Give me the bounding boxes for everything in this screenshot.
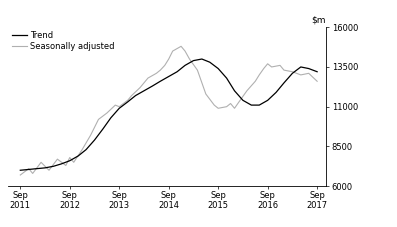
- Trend: [281, 81, 286, 84]
- Seasonally adjusted: [46, 169, 51, 172]
- Seasonally adjusted: [232, 107, 237, 110]
- Text: $m: $m: [311, 15, 326, 24]
- Trend: [59, 163, 64, 165]
- Seasonally adjusted: [203, 93, 208, 95]
- Seasonally adjusted: [80, 148, 85, 151]
- Trend: [158, 80, 163, 83]
- Trend: [166, 75, 171, 78]
- Seasonally adjusted: [237, 101, 241, 103]
- Trend: [117, 107, 121, 110]
- Trend: [76, 155, 81, 157]
- Seasonally adjusted: [104, 112, 109, 114]
- Trend: [232, 89, 237, 92]
- Seasonally adjusted: [30, 172, 35, 175]
- Legend: Trend, Seasonally adjusted: Trend, Seasonally adjusted: [12, 31, 115, 51]
- Seasonally adjusted: [117, 105, 121, 108]
- Seasonally adjusted: [18, 174, 23, 176]
- Seasonally adjusted: [158, 69, 163, 72]
- Seasonally adjusted: [162, 64, 167, 67]
- Seasonally adjusted: [216, 107, 221, 110]
- Trend: [241, 99, 245, 102]
- Seasonally adjusted: [39, 161, 43, 164]
- Trend: [125, 101, 130, 103]
- Seasonally adjusted: [170, 50, 175, 52]
- Seasonally adjusted: [315, 80, 320, 83]
- Trend: [306, 67, 311, 70]
- Seasonally adjusted: [26, 167, 31, 170]
- Seasonally adjusted: [55, 158, 60, 160]
- Seasonally adjusted: [224, 105, 229, 108]
- Trend: [34, 167, 39, 170]
- Seasonally adjusted: [96, 118, 101, 121]
- Trend: [265, 99, 270, 102]
- Seasonally adjusted: [253, 80, 258, 83]
- Trend: [249, 104, 254, 106]
- Trend: [224, 77, 229, 79]
- Seasonally adjusted: [67, 156, 72, 159]
- Trend: [290, 72, 295, 75]
- Seasonally adjusted: [183, 50, 187, 52]
- Seasonally adjusted: [261, 67, 266, 70]
- Trend: [92, 139, 97, 141]
- Seasonally adjusted: [257, 74, 262, 76]
- Trend: [100, 128, 105, 130]
- Seasonally adjusted: [281, 69, 286, 72]
- Trend: [84, 148, 89, 151]
- Line: Trend: Trend: [20, 59, 317, 170]
- Trend: [133, 94, 138, 97]
- Seasonally adjusted: [71, 161, 76, 164]
- Trend: [315, 70, 320, 73]
- Trend: [108, 116, 113, 119]
- Seasonally adjusted: [290, 70, 295, 73]
- Seasonally adjusted: [154, 72, 159, 75]
- Line: Seasonally adjusted: Seasonally adjusted: [20, 46, 317, 175]
- Trend: [51, 165, 56, 168]
- Seasonally adjusted: [195, 69, 200, 72]
- Trend: [183, 64, 187, 67]
- Trend: [175, 70, 179, 73]
- Seasonally adjusted: [278, 64, 282, 67]
- Seasonally adjusted: [212, 104, 217, 106]
- Seasonally adjusted: [187, 58, 192, 60]
- Seasonally adjusted: [129, 94, 134, 97]
- Trend: [18, 169, 23, 172]
- Seasonally adjusted: [113, 104, 118, 106]
- Seasonally adjusted: [166, 58, 171, 60]
- Trend: [199, 58, 204, 60]
- Seasonally adjusted: [269, 66, 274, 68]
- Seasonally adjusted: [179, 45, 183, 48]
- Trend: [67, 159, 72, 162]
- Trend: [207, 61, 212, 64]
- Trend: [191, 59, 196, 62]
- Seasonally adjusted: [125, 99, 130, 102]
- Seasonally adjusted: [88, 134, 93, 137]
- Seasonally adjusted: [228, 102, 233, 105]
- Trend: [274, 91, 278, 94]
- Seasonally adjusted: [265, 62, 270, 65]
- Trend: [26, 168, 31, 171]
- Trend: [142, 89, 146, 92]
- Trend: [150, 85, 155, 87]
- Trend: [299, 66, 303, 68]
- Trend: [42, 166, 47, 169]
- Trend: [216, 67, 221, 70]
- Seasonally adjusted: [245, 89, 249, 92]
- Seasonally adjusted: [146, 77, 150, 79]
- Trend: [257, 104, 262, 106]
- Seasonally adjusted: [64, 164, 68, 167]
- Seasonally adjusted: [306, 72, 311, 75]
- Seasonally adjusted: [138, 86, 143, 89]
- Seasonally adjusted: [299, 74, 303, 76]
